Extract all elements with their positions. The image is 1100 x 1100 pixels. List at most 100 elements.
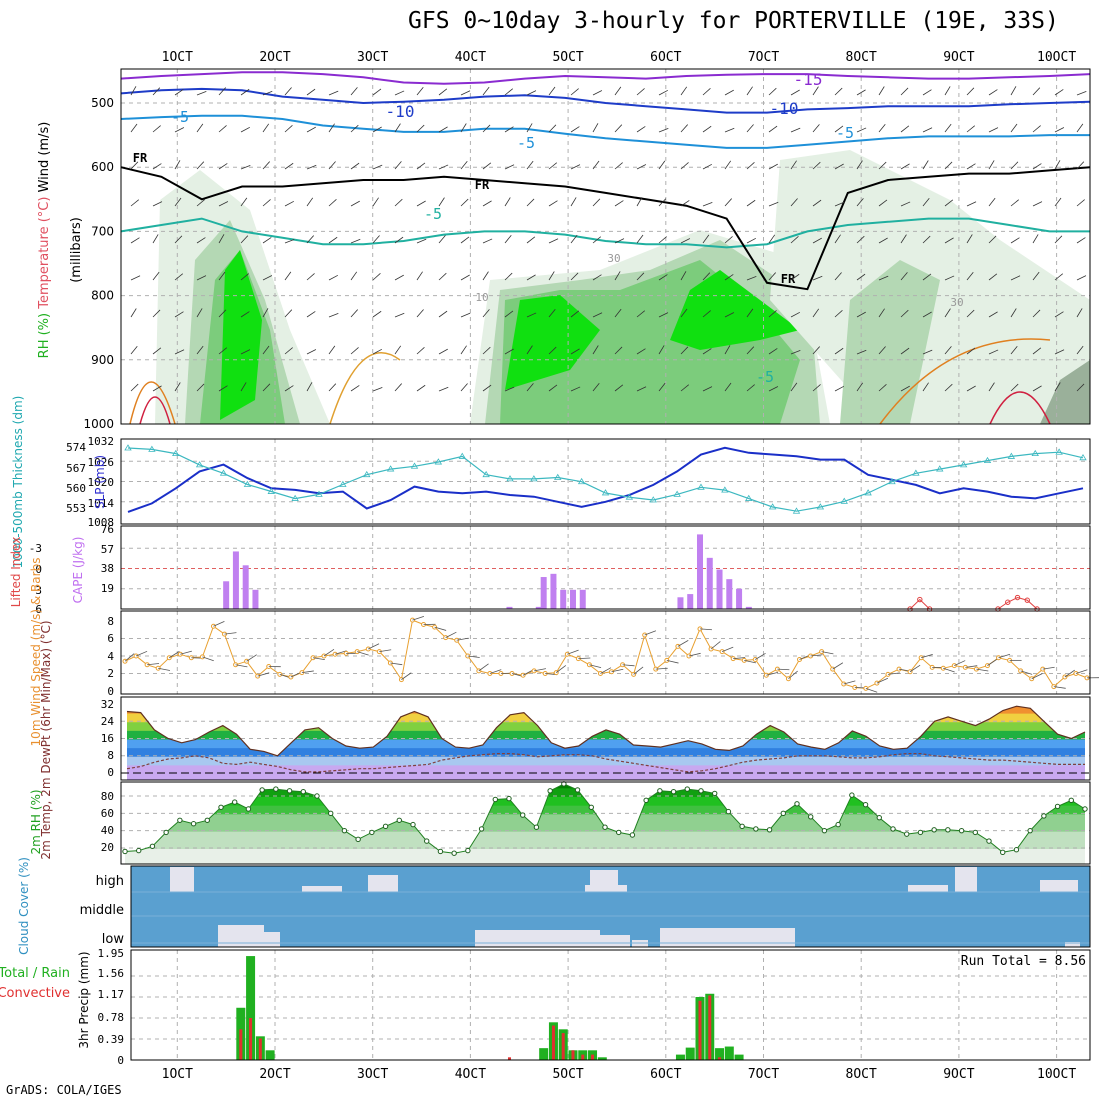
wind-barb	[372, 235, 380, 244]
wind-barb	[856, 311, 866, 318]
wind-barb	[966, 87, 975, 96]
wind-barb	[812, 275, 823, 281]
wind-barb	[401, 672, 412, 680]
legend-total: Total / Rain	[0, 966, 70, 981]
cape-bar	[716, 569, 723, 609]
thickness-marker	[601, 489, 610, 496]
wind-barb	[790, 350, 801, 355]
wind-barb	[570, 234, 578, 244]
wind-barb	[482, 200, 492, 207]
wind-barb	[856, 89, 866, 96]
y-tick-label: 574	[66, 441, 86, 454]
rh-marker	[1068, 797, 1074, 804]
wind-barb	[130, 86, 137, 96]
wind-barb	[688, 652, 701, 657]
rh-marker	[876, 814, 882, 821]
wind-barb	[658, 345, 665, 355]
wind-barb	[636, 88, 645, 96]
rh-marker	[753, 826, 759, 832]
wind-barb	[614, 238, 625, 244]
wind-barb	[724, 160, 732, 170]
wind-barb	[812, 346, 820, 355]
thickness-marker	[1031, 449, 1039, 457]
wind-barb	[306, 273, 315, 281]
wind-barb	[284, 200, 295, 207]
wind-barb	[746, 124, 754, 133]
wind-barb	[987, 658, 998, 666]
wind-barb	[600, 667, 612, 674]
rh-marker	[849, 792, 855, 798]
date-label-top: 4OCT	[455, 50, 486, 65]
rh-marker	[177, 817, 183, 823]
wind-barb	[702, 202, 713, 207]
rh-marker	[465, 847, 471, 854]
cape-bar	[242, 565, 249, 609]
wind-barb	[350, 385, 360, 392]
rh-marker	[670, 788, 677, 795]
wind-barb	[922, 382, 929, 392]
wind-barb	[768, 348, 778, 355]
wind-barb	[438, 348, 448, 355]
wind-barb	[262, 383, 271, 392]
wind-barb	[834, 87, 843, 96]
wind-barb	[1075, 669, 1088, 674]
wind-barb	[1076, 91, 1087, 96]
thickness-marker	[1007, 452, 1016, 459]
wind-barb	[240, 349, 251, 355]
wind-barb	[434, 626, 447, 631]
wind-barb	[1064, 669, 1075, 678]
rh-marker	[574, 787, 581, 793]
rh-marker	[739, 823, 745, 830]
wind-barb	[922, 197, 930, 207]
wind-barb	[614, 271, 621, 281]
thickness-marker	[721, 486, 729, 493]
wind-barb	[900, 309, 909, 318]
wind-barb	[284, 347, 293, 355]
wind-barb	[416, 309, 424, 318]
precip-convective-bar	[591, 1054, 595, 1060]
rh-marker	[766, 827, 773, 833]
y-tick-label: 24	[101, 715, 115, 728]
cloud-panel	[131, 866, 1090, 947]
cape-bar	[726, 579, 733, 609]
date-label-bottom: 9OCT	[943, 1067, 974, 1082]
wind-barb	[489, 669, 502, 674]
thickness-marker	[363, 470, 371, 478]
wind-barb	[526, 312, 537, 318]
wind-barb	[169, 651, 180, 659]
precip-total-bar	[539, 1048, 549, 1060]
wind-barb	[416, 86, 424, 96]
thickness-marker	[195, 461, 204, 468]
wind-barb	[812, 237, 822, 244]
y-tick-label: 80	[101, 790, 114, 803]
wind-barb	[768, 272, 776, 281]
wind-barb	[1010, 161, 1019, 170]
thickness-marker	[530, 475, 538, 482]
wind-barb	[240, 311, 250, 318]
wind-barb	[262, 308, 269, 318]
rh-marker	[547, 788, 553, 794]
wind-barb	[478, 663, 489, 672]
rh-marker	[588, 804, 594, 810]
wind-barb	[636, 272, 645, 281]
wind-barb	[702, 125, 712, 133]
li-marker	[1024, 597, 1030, 603]
cloud-fill	[1040, 880, 1078, 892]
wind-barb	[482, 124, 491, 133]
rh-bands	[125, 783, 1085, 864]
wind-barb	[218, 271, 226, 281]
wind-barb	[768, 310, 777, 318]
contour-label: -10	[386, 102, 415, 121]
wind-barb	[592, 312, 603, 318]
wind-barb	[832, 662, 844, 670]
cloud-fill	[302, 886, 342, 892]
wind-barb	[372, 387, 383, 392]
rh-marker	[190, 821, 197, 827]
thickness-marker	[291, 494, 299, 501]
li-ylabel: Lifted Index	[9, 537, 23, 608]
wind-barb	[702, 163, 713, 170]
wind-barb	[710, 641, 721, 650]
wind-barb	[821, 651, 834, 655]
wind-barb	[152, 385, 162, 392]
